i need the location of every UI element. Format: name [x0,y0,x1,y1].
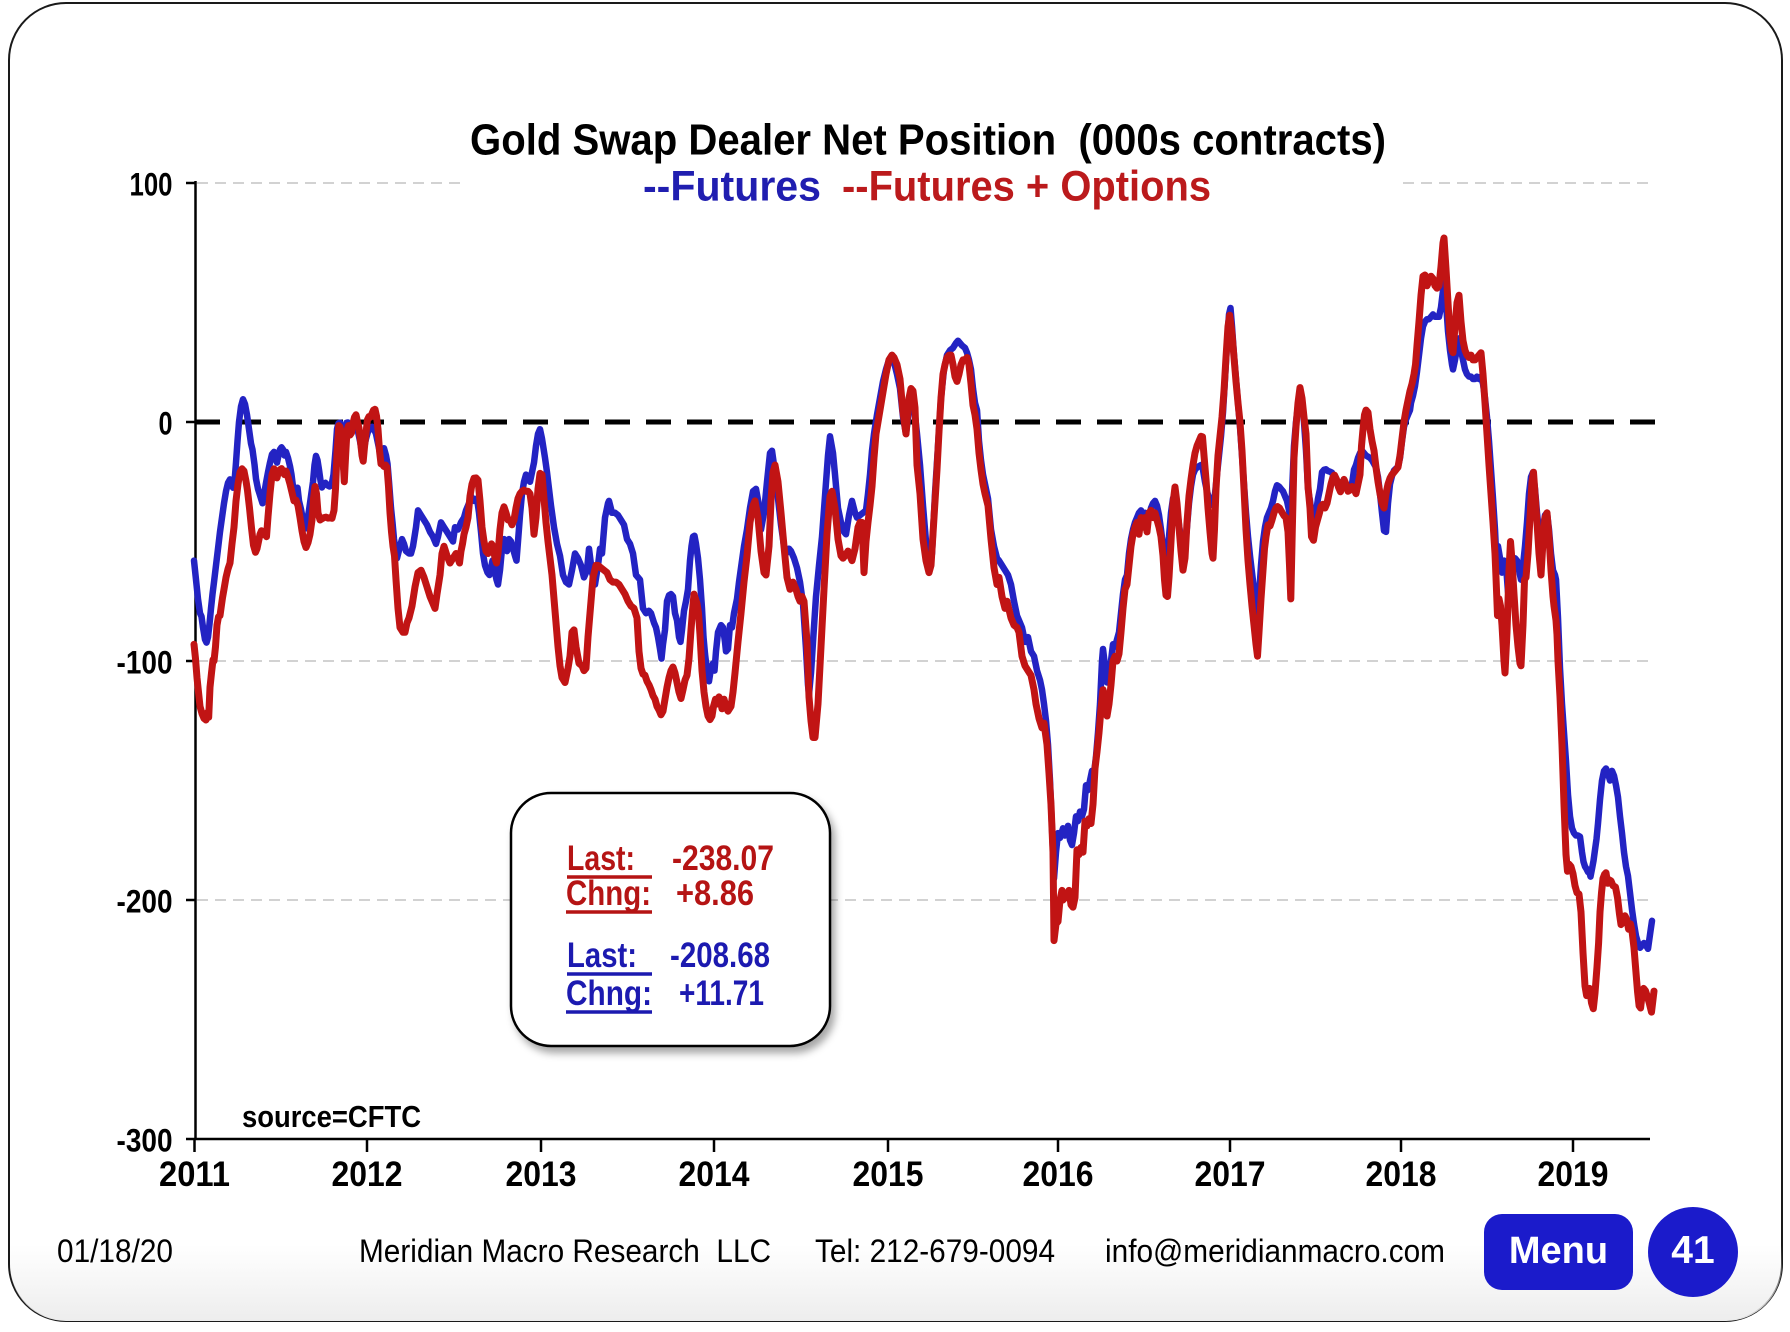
svg-text:source=CFTC: source=CFTC [242,1099,421,1134]
svg-text:2012: 2012 [332,1155,403,1194]
svg-text:2013: 2013 [506,1155,577,1194]
svg-text:Tel: 212-679-0094: Tel: 212-679-0094 [815,1233,1055,1269]
svg-text:2014: 2014 [679,1155,750,1194]
svg-text:100: 100 [130,167,173,203]
svg-text:info@meridianmacro.com: info@meridianmacro.com [1105,1233,1445,1269]
svg-text:Meridian Macro Research LLC: Meridian Macro Research LLC [359,1233,771,1269]
svg-text:2017: 2017 [1195,1155,1266,1194]
svg-text:2015: 2015 [853,1155,924,1194]
svg-text:-100: -100 [117,645,173,681]
svg-text:Chng:: Chng: [566,974,652,1013]
svg-text:-208.68: -208.68 [670,936,770,975]
svg-text:2018: 2018 [1366,1155,1437,1194]
svg-text:Gold Swap Dealer Net Position: Gold Swap Dealer Net Position (000s cont… [470,116,1386,165]
svg-text:2019: 2019 [1538,1155,1609,1194]
svg-text:Last:: Last: [567,839,635,878]
svg-text:+8.86: +8.86 [676,874,754,913]
svg-text:-238.07: -238.07 [672,839,774,878]
svg-text:2011: 2011 [159,1155,230,1194]
svg-text:0: 0 [159,406,173,442]
svg-text:-300: -300 [117,1123,173,1159]
svg-text:-200: -200 [117,884,173,920]
svg-text:--Futures + Options: --Futures + Options [842,164,1211,211]
svg-text:2016: 2016 [1023,1155,1094,1194]
svg-text:--Futures: --Futures [643,164,821,211]
svg-text:01/18/20: 01/18/20 [57,1233,173,1269]
svg-text:Last:: Last: [567,936,637,975]
svg-text:Chng:: Chng: [566,874,651,913]
svg-text:+11.71: +11.71 [679,974,764,1013]
